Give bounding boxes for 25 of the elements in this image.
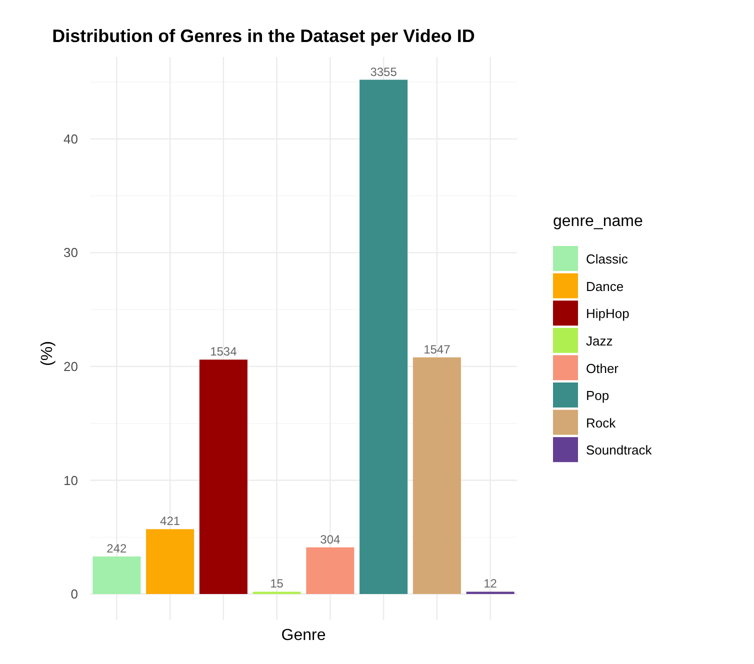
annotation: 242 — [106, 541, 128, 556]
y-tick-label: 0 — [70, 586, 78, 602]
legend-title: genre_name — [553, 213, 643, 230]
annotation: 421 — [160, 514, 180, 528]
legend-label: Rock — [586, 415, 616, 430]
y-tick-label: 40 — [64, 131, 78, 146]
chart-title: Distribution of Genres in the Dataset per Video ID — [52, 26, 475, 46]
x-axis-title: Genre — [281, 627, 326, 644]
legend-label: Dance — [586, 278, 624, 294]
legend-label: HipHop — [586, 306, 630, 322]
y-tick-label: 20 — [64, 359, 78, 374]
legend-label: Pop — [586, 388, 610, 404]
y-axis-title: (%) — [39, 341, 56, 366]
annotation: 3355 — [370, 64, 398, 79]
annotation: 15 — [270, 576, 284, 591]
legend-label: Soundtrack — [586, 442, 652, 458]
annotation: 1534 — [210, 344, 238, 359]
annotation: 12 — [484, 576, 498, 591]
legend-label: Classic — [586, 252, 628, 267]
legend-label: Other — [586, 360, 620, 376]
legend-label: Jazz — [586, 333, 613, 348]
annotation: 1547 — [424, 342, 451, 356]
y-tick-label: 10 — [64, 472, 78, 488]
annotation: 304 — [320, 532, 341, 546]
y-tick-label: 30 — [64, 245, 78, 260]
